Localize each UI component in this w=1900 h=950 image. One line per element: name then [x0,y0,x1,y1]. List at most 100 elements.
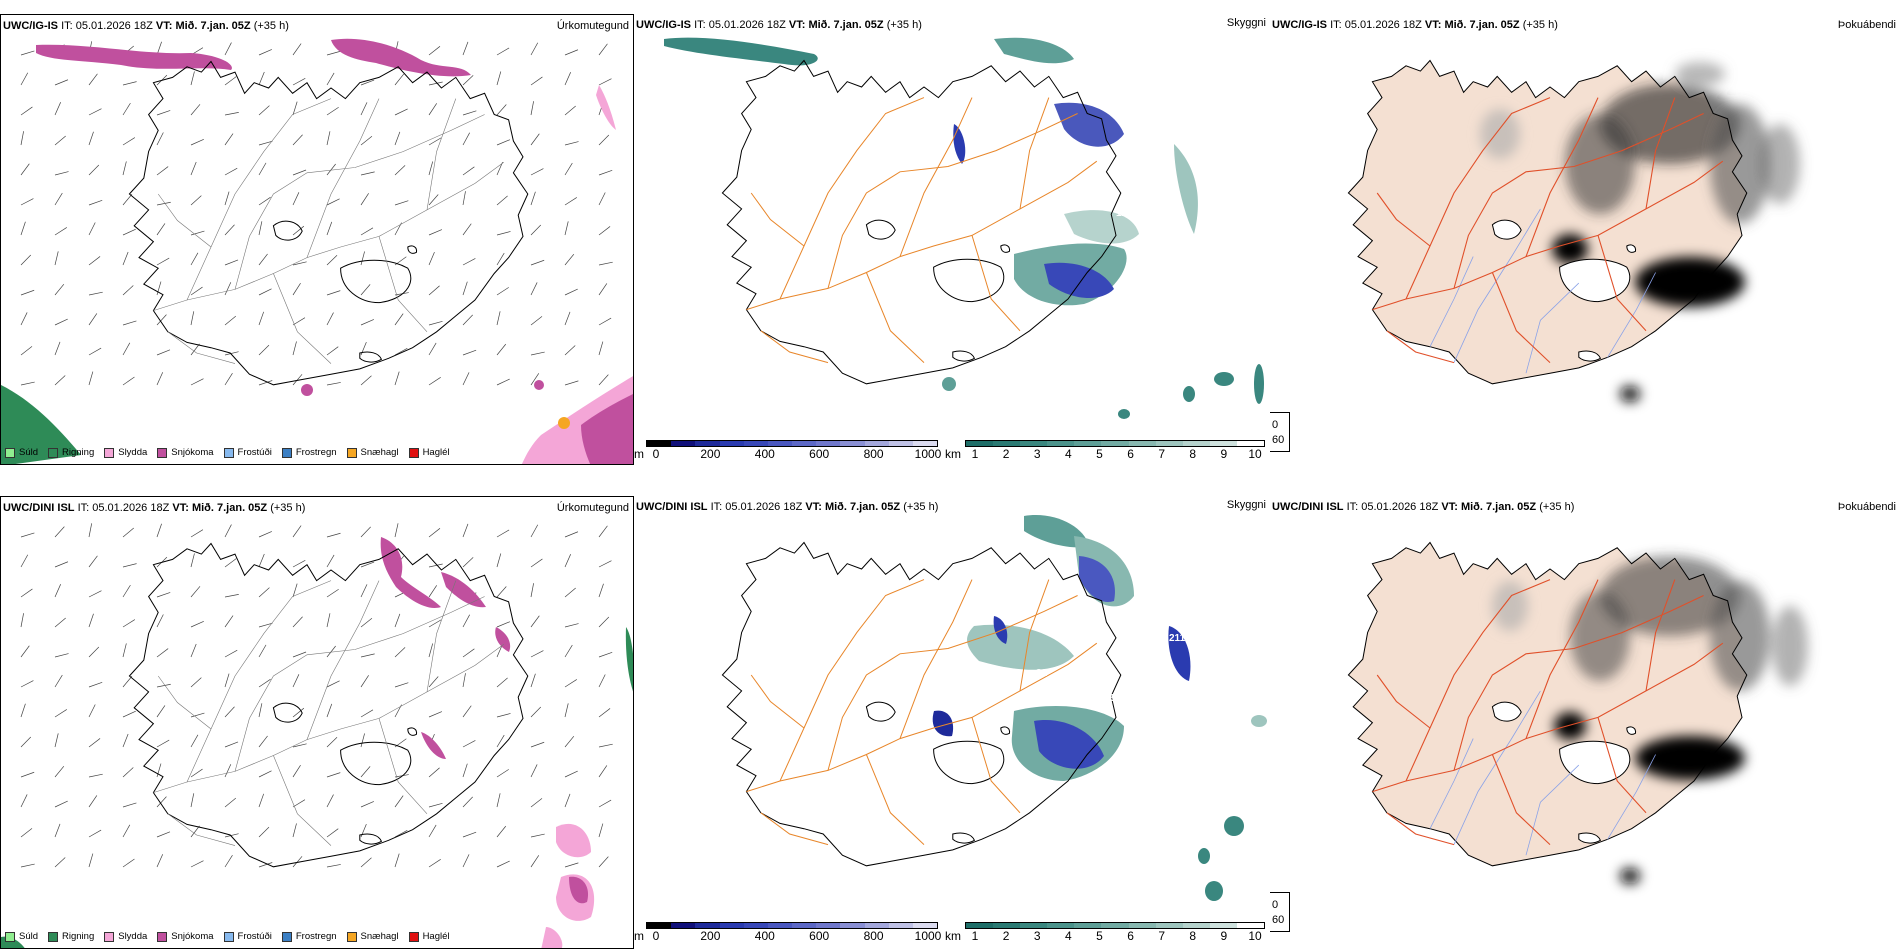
road-line [187,581,331,782]
glacier-outline [1492,220,1521,239]
wind-barb [190,529,204,538]
wind-barb [598,799,612,808]
wind-barb [156,110,171,116]
colorbar-tick: 7 [1158,447,1165,461]
wind-barb [462,854,470,868]
wind-barb [190,860,204,868]
wind-barb [224,112,239,116]
wind-barb [496,104,507,116]
colorbar-tick: 9 [1220,929,1228,943]
legend-item-2: Slydda [104,931,147,942]
wind-barb [496,195,508,206]
precip-map [1,38,633,464]
wind-barb [258,253,268,266]
wind-barb [190,230,205,236]
wind-barb [530,168,544,176]
wind-barb [20,131,24,146]
precip-legend: Súld Rigning Slydda Snjókoma Frostúði Frostre… [5,931,450,942]
wind-barb [20,645,30,658]
wind-barb [496,71,502,86]
colorbar-cell [840,923,865,928]
ceiling-unit: m [634,929,644,943]
road-line [379,236,427,331]
wind-barb [20,588,33,598]
visibility-value: 129 [1116,208,1133,219]
wind-barb [292,101,298,116]
wind-barb [190,734,199,748]
iceland-outline [1348,61,1746,384]
wind-barb [122,251,129,266]
wind-barb [54,653,69,658]
wind-barb [20,703,26,718]
panel-name: Úrkomutegund [556,502,629,514]
coastline [129,62,527,385]
wind-barb [224,797,237,808]
wind-barb [360,584,368,598]
wind-barb [360,801,374,808]
wind-barb [428,103,438,116]
wind-barb [190,793,195,808]
wind-barb [88,164,100,176]
wind-barb [258,826,270,838]
wind-barb [496,311,501,326]
wind-barb [326,163,336,176]
wind-barb [598,616,610,628]
colorbar-tick: 10 [1248,447,1262,461]
precip-panel-row1: UWC/IG-IS IT: 05.01.2026 18Z VT: Mið. 7.… [0,14,634,465]
wind-barb [394,131,401,146]
wind-barb [88,704,96,718]
wind-barb [326,221,333,236]
colorbar-cell [1209,441,1237,446]
wind-barb [360,79,375,86]
wind-barb [54,584,61,598]
wind-barb [292,43,302,56]
wind-barb [20,863,35,868]
colorbar-cell [1101,923,1129,928]
wind-barb [496,47,510,56]
wind-barb [462,673,466,688]
iceland-outline [1348,543,1746,866]
wind-barb [462,132,470,146]
wind-barb [496,553,502,568]
visibility-value: 106 [1214,698,1231,709]
wind-barb [530,706,542,718]
wind-barb [292,651,307,658]
fog-legend: 0 60 [1270,412,1291,452]
glacier-outline [1560,741,1630,783]
wind-barb [224,833,239,838]
wind-barb [292,374,303,386]
colorbar-cell [792,923,817,928]
colorbar-tick: 800 [863,447,884,461]
wind-barb [428,643,434,658]
wind-barb [530,101,534,116]
colorbar-cell [743,441,768,446]
wind-barb [156,281,162,296]
wind-barb [88,256,101,266]
low-ceiling-area [1054,102,1124,147]
wind-barb [462,281,468,296]
wind-barb [428,585,438,598]
visibility-value: 162 [1119,683,1136,694]
legend-item-0: Súld [5,931,38,942]
wind-barb [20,50,35,56]
wind-barb [360,823,367,838]
wind-barb [360,319,374,326]
colorbar-tick: 3 [1033,929,1041,943]
fog-spot [1205,881,1223,901]
colorbar-cell [993,923,1021,928]
wind-barb [564,793,571,808]
wind-barb [496,860,510,868]
wind-barb [598,856,609,868]
legend-swatch [281,447,292,458]
wind-barb [564,345,576,356]
wind-barbs [20,523,613,868]
glacier-outline [934,741,1004,783]
road-line [153,644,503,792]
wind-barb [20,198,34,206]
fog-legend-value: 0 [1272,418,1279,431]
wind-barb [292,261,307,266]
colorbar-cell [816,441,841,446]
wind-barb [564,531,579,538]
wind-barb [530,351,545,356]
wind-barb [190,138,204,146]
